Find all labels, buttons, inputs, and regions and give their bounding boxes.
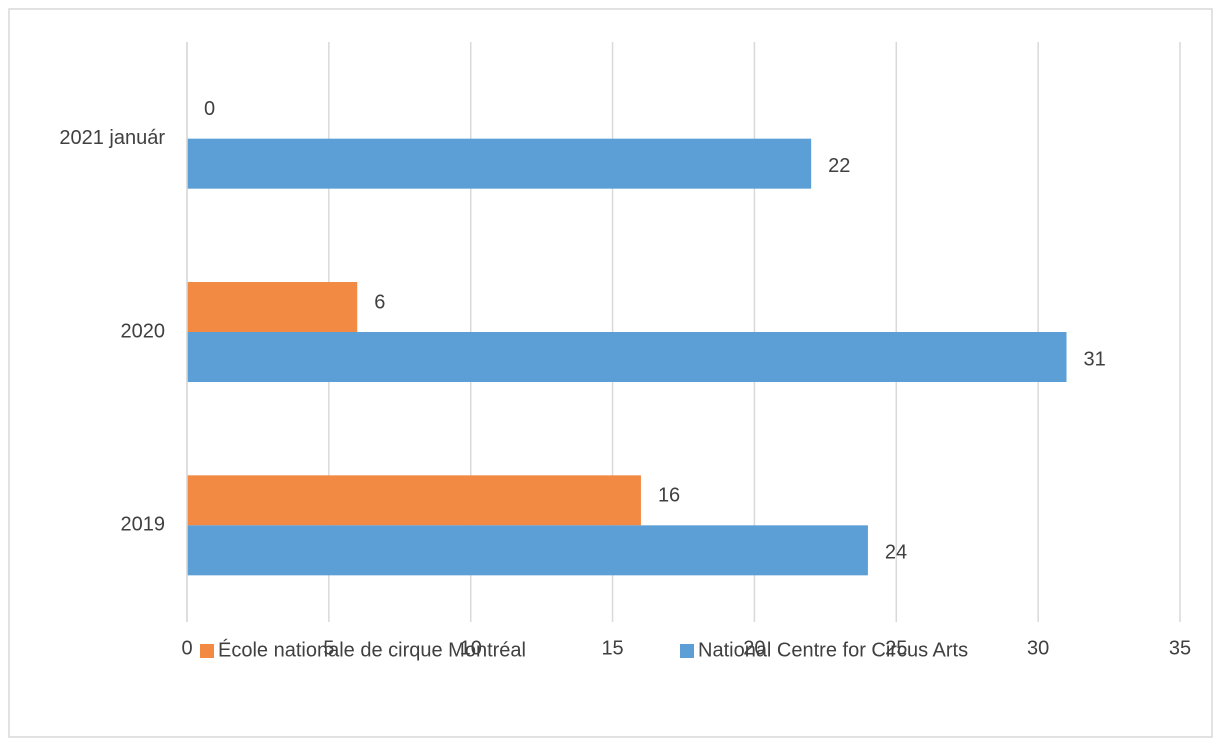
x-tick-label: 20 <box>743 637 765 659</box>
bar <box>187 332 1067 382</box>
legend-swatch <box>200 644 214 658</box>
bar <box>187 138 812 189</box>
x-tick-label: 25 <box>885 637 907 659</box>
x-tick-label: 15 <box>601 637 623 659</box>
x-tick-label: 5 <box>323 637 334 659</box>
y-tick-label: 2019 <box>121 514 166 536</box>
data-label: 16 <box>658 485 680 507</box>
data-label: 24 <box>885 542 907 564</box>
x-tick-label: 35 <box>1169 637 1191 659</box>
legend-label: École nationale de cirque Montréal <box>218 638 526 661</box>
x-tick-label: 30 <box>1027 637 1049 659</box>
data-label: 31 <box>1084 348 1106 370</box>
data-label: 6 <box>374 291 385 313</box>
data-label: 22 <box>828 155 850 177</box>
y-tick-label: 2020 <box>121 320 166 342</box>
legend-label: National Centre for Circus Arts <box>698 639 968 661</box>
legend-swatch <box>680 644 694 658</box>
data-label: 0 <box>204 98 215 120</box>
bar <box>187 475 641 526</box>
y-tick-label: 2021 január <box>59 127 165 149</box>
bar <box>187 525 868 576</box>
x-tick-label: 10 <box>460 637 482 659</box>
bar <box>187 282 358 332</box>
x-tick-label: 0 <box>181 637 192 659</box>
